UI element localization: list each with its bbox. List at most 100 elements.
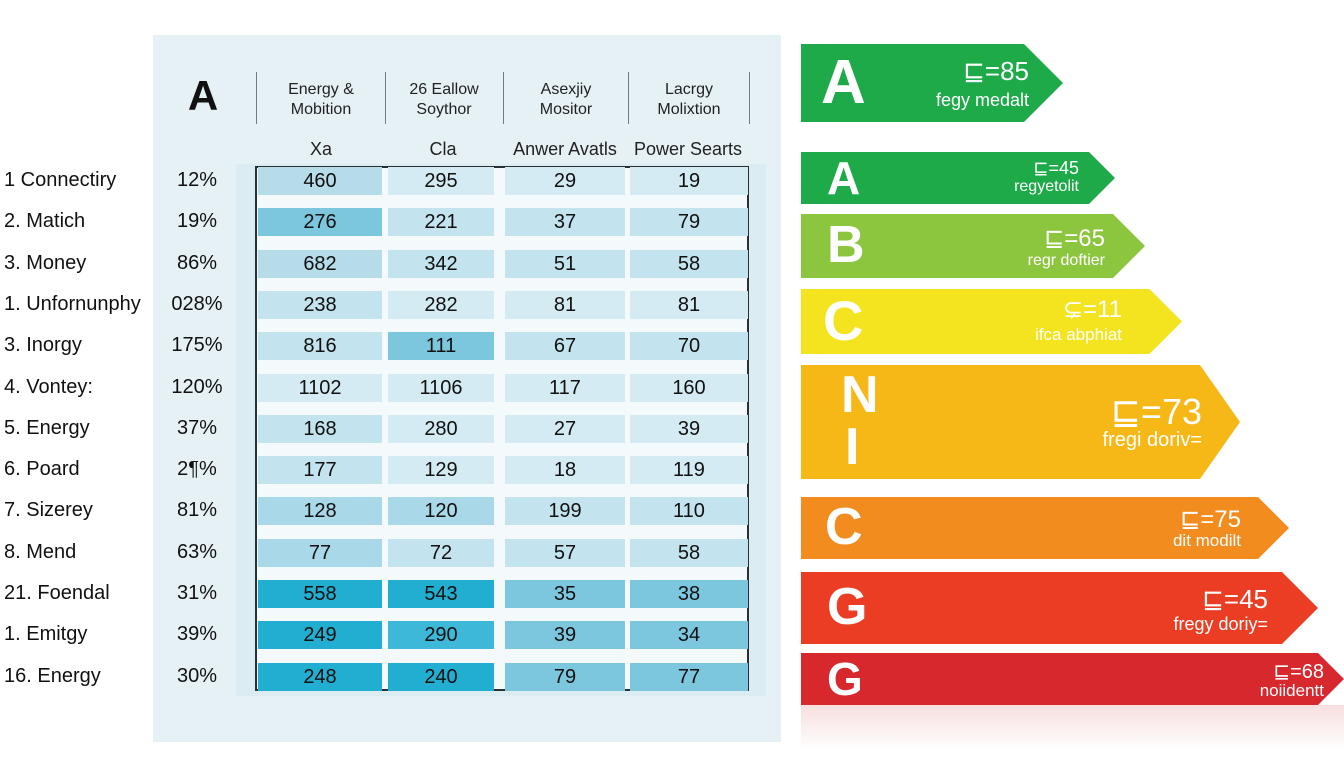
rating-arrow: B ⊑=65 regr doftier [801,214,1145,278]
rating-letter: C [823,289,864,353]
rating-arrow-shape [801,214,1145,278]
row-percent: 39% [176,623,218,646]
row-percent: 028% [171,292,223,315]
rating-value: ⊑=68 [1273,661,1324,683]
table-cell: 238 [258,290,382,319]
table-cell: 35 [505,580,625,608]
sub-header-4: Power Searts [633,139,743,159]
table-cell: 51 [505,249,625,278]
table-cell: 29 [505,167,625,195]
rating-arrow-shape [801,653,1344,705]
table-cell: 77 [630,662,748,691]
table-cell: 199 [505,497,625,526]
table-cell: 276 [258,208,382,237]
row-label: 8. Mend [4,540,77,563]
rating-arrow-shape [801,365,1240,479]
table-cell: 110 [630,497,748,526]
rating-caption: noiidentt [1259,681,1324,700]
table-cell: 72 [388,538,494,567]
table-cell: 111 [388,332,494,361]
table-cell: 79 [630,208,748,237]
column-header-3: Asexjiy Mositor [539,81,593,118]
rating-caption: fegy medalt [935,90,1029,110]
table-cell: 543 [388,580,494,608]
table-cell: 177 [258,456,382,485]
table-cell: 120 [388,497,494,526]
row-label: 6. Poard [4,458,80,481]
rating-value: ⊑=75 [1180,506,1241,533]
table-cell: 280 [388,414,494,443]
reflection [801,705,1344,750]
row-label: 1. Unfornunphy [4,292,141,315]
table-cell: 1102 [258,373,382,402]
table-cell: 19 [630,167,748,195]
rating-arrow: A ⊑=85 fegy medalt [801,44,1063,122]
table-cell: 39 [630,414,748,443]
rating-caption: ifca abphiat [1035,325,1122,344]
column-separator [256,72,257,124]
sub-header-2: Cla [429,139,457,159]
row-label: 4. Vontey: [4,375,93,398]
table-cell: 128 [258,497,382,526]
row-percent: 31% [176,582,218,604]
rating-letter: C [825,498,863,557]
table-cell: 249 [258,621,382,650]
table-cell: 79 [505,662,625,691]
table-cell: 58 [630,538,748,567]
rating-arrow: C ⊑=75 dit modilt [801,497,1289,559]
row-label: 3. Money [4,251,87,274]
row-percent: 19% [176,210,218,233]
rating-arrow-shape [801,152,1115,204]
rating-arrow: A ⊑=45 regyetolit [801,152,1115,204]
table-cell: 117 [505,373,625,402]
rating-caption: fregy doriy= [1173,614,1268,634]
row-label: 1 Connectiry [4,169,117,191]
table-cell: 460 [258,167,382,195]
rating-letter-2: I [845,418,860,476]
rating-caption: fregi doriv= [1102,429,1203,451]
rating-letter: A [821,48,866,118]
rating-caption: dit modilt [1172,531,1241,550]
rating-value: ⊑=45 [1202,584,1268,614]
column-separator [385,72,386,124]
table-cell: 81 [505,290,625,319]
table-cell: 38 [630,580,748,608]
table-cell: 816 [258,332,382,361]
rating-letter: A [827,151,861,204]
rating-arrow-shape [801,572,1318,644]
rating-caption: regr doftier [1027,252,1105,269]
rating-arrow: C ⊊=11 ifca abphiat [801,289,1182,354]
table-cell: 119 [630,456,748,485]
table-cell: 290 [388,621,494,650]
sub-header-3: Anwer Avatls [513,139,617,159]
row-percent: 30% [176,664,218,687]
rating-arrow-shape [801,497,1289,559]
column-separator [749,72,750,124]
row-label: 2. Matich [4,210,86,233]
rating-value: ⊑=85 [963,56,1029,86]
corner-letter: A [187,72,219,119]
rating-value: ⊊=11 [1062,296,1122,323]
column-separator [628,72,629,124]
sub-header-1: Xa [309,139,333,159]
table-cell: 81 [630,290,748,319]
row-percent: 37% [176,416,218,439]
table-cell: 342 [388,249,494,278]
rating-arrow: N I ⊑=73 fregi doriv= [801,365,1240,479]
table-cell: 248 [258,662,382,691]
row-label: 16. Energy [4,664,101,687]
rating-arrow-shape [801,289,1182,354]
table-cell: 558 [258,580,382,608]
table-cell: 67 [505,332,625,361]
rating-value: ⊑=45 [1033,158,1079,178]
rating-letter: G [827,578,868,637]
column-separator [503,72,504,124]
table-cell: 129 [388,456,494,485]
row-label: 21. Foendal [4,582,110,604]
column-header-2: 26 Eallow Soythor [409,81,479,118]
table-cell: 37 [505,208,625,237]
table-cell: 682 [258,249,382,278]
table-cell: 168 [258,414,382,443]
column-header-4: Lacrgy Molixtion [657,81,721,118]
